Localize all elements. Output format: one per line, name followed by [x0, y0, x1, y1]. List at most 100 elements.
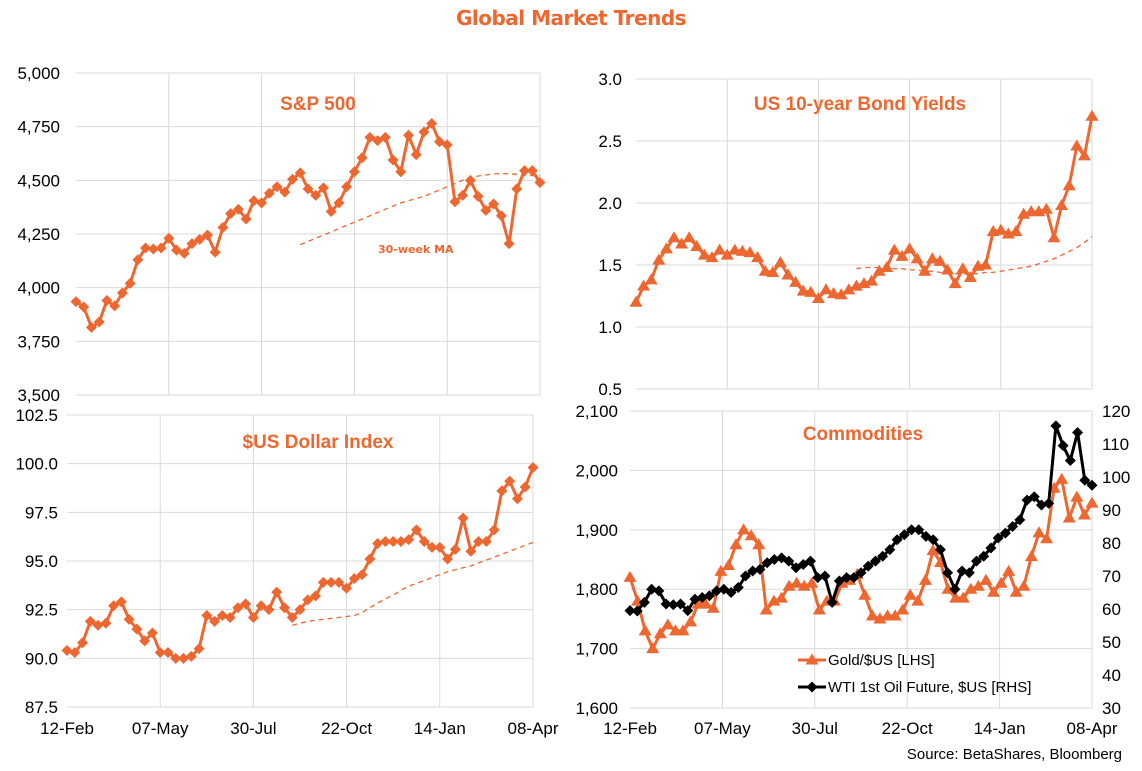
data-point	[100, 617, 112, 629]
data-point	[703, 590, 715, 602]
data-point	[1009, 225, 1023, 237]
data-point	[1007, 521, 1019, 532]
data-point	[488, 524, 500, 536]
data-point	[434, 541, 446, 553]
data-point	[811, 291, 825, 304]
data-point	[941, 263, 955, 275]
data-point	[1040, 532, 1054, 544]
data-point	[495, 210, 507, 222]
data-point	[971, 579, 985, 591]
y2-tick-label: 30	[1102, 699, 1121, 718]
data-point	[85, 321, 97, 333]
y2-tick-label: 100	[1102, 468, 1130, 487]
y-tick-label: 5,000	[17, 64, 60, 83]
data-point	[372, 537, 384, 549]
data-point	[1009, 585, 1023, 597]
data-point	[732, 582, 744, 594]
data-point	[294, 167, 306, 179]
data-point	[880, 260, 894, 273]
data-point	[743, 246, 757, 258]
source-note: Source: BetaShares, Bloomberg	[906, 746, 1122, 763]
data-point	[209, 615, 221, 627]
series-bond-ma-line	[856, 235, 1093, 275]
data-point	[333, 197, 345, 209]
data-point	[511, 493, 523, 505]
data-point	[395, 166, 407, 178]
data-point	[705, 251, 719, 263]
y2-tick-label: 70	[1102, 567, 1121, 586]
data-point	[956, 591, 970, 603]
data-point	[248, 195, 260, 207]
data-point	[441, 139, 453, 151]
data-point	[464, 174, 476, 186]
data-point	[310, 189, 322, 201]
series-sp500-ma-line	[300, 172, 541, 246]
data-point	[286, 611, 298, 623]
data-point	[147, 243, 159, 255]
y2-tick-label: 50	[1102, 633, 1121, 652]
data-point	[1057, 440, 1069, 452]
data-point	[774, 591, 788, 603]
data-point	[804, 285, 818, 297]
data-point	[737, 523, 751, 535]
data-point	[949, 583, 961, 595]
y-tick-label: 0.5	[598, 380, 622, 399]
data-point	[653, 585, 665, 597]
data-point	[689, 593, 701, 605]
data-point	[644, 273, 658, 285]
data-point	[751, 251, 765, 263]
data-point	[819, 283, 833, 295]
y-tick-label: 2,000	[575, 461, 618, 480]
data-point	[209, 246, 221, 258]
data-point	[638, 596, 650, 608]
y2-tick-label: 80	[1102, 534, 1121, 553]
data-point	[418, 126, 430, 138]
data-point	[155, 242, 167, 254]
data-point	[217, 222, 229, 234]
x-tick-label: 12-Feb	[603, 719, 657, 738]
data-point	[869, 555, 881, 567]
data-point	[154, 646, 166, 658]
y2-tick-label: 120	[1102, 402, 1130, 421]
main-title: Global Market Trends	[455, 6, 687, 30]
data-point	[903, 242, 917, 254]
data-point	[480, 204, 492, 216]
data-point	[302, 594, 314, 606]
data-point	[819, 570, 831, 582]
data-point	[395, 536, 407, 548]
data-point	[661, 618, 675, 630]
data-point	[714, 564, 728, 576]
data-point	[906, 524, 918, 536]
y-tick-label: 1.0	[598, 318, 622, 337]
data-point	[754, 563, 766, 575]
data-point	[1085, 496, 1099, 508]
y-tick-label: 2,100	[575, 402, 618, 421]
data-point	[185, 650, 197, 662]
data-point	[933, 254, 947, 266]
data-point	[178, 247, 190, 259]
data-point	[812, 572, 824, 584]
data-point	[480, 536, 492, 548]
data-point	[70, 296, 82, 308]
y2-tick-label: 60	[1102, 600, 1121, 619]
data-point	[511, 183, 523, 195]
data-point	[725, 587, 737, 598]
data-point	[812, 603, 826, 615]
data-point	[918, 264, 932, 276]
data-point	[926, 544, 940, 556]
data-point	[93, 316, 105, 328]
data-point	[146, 627, 158, 639]
data-point	[449, 543, 461, 555]
data-point	[720, 248, 734, 260]
data-point	[826, 596, 838, 608]
data-point	[682, 605, 694, 617]
data-point	[534, 176, 546, 188]
data-point	[473, 536, 485, 548]
y-tick-label: 1,700	[575, 640, 618, 659]
data-point	[884, 544, 896, 556]
x-tick-label: 22-Oct	[321, 719, 372, 738]
data-point	[910, 252, 924, 264]
data-point	[1070, 490, 1084, 502]
data-point	[781, 268, 795, 280]
data-point	[652, 253, 666, 265]
